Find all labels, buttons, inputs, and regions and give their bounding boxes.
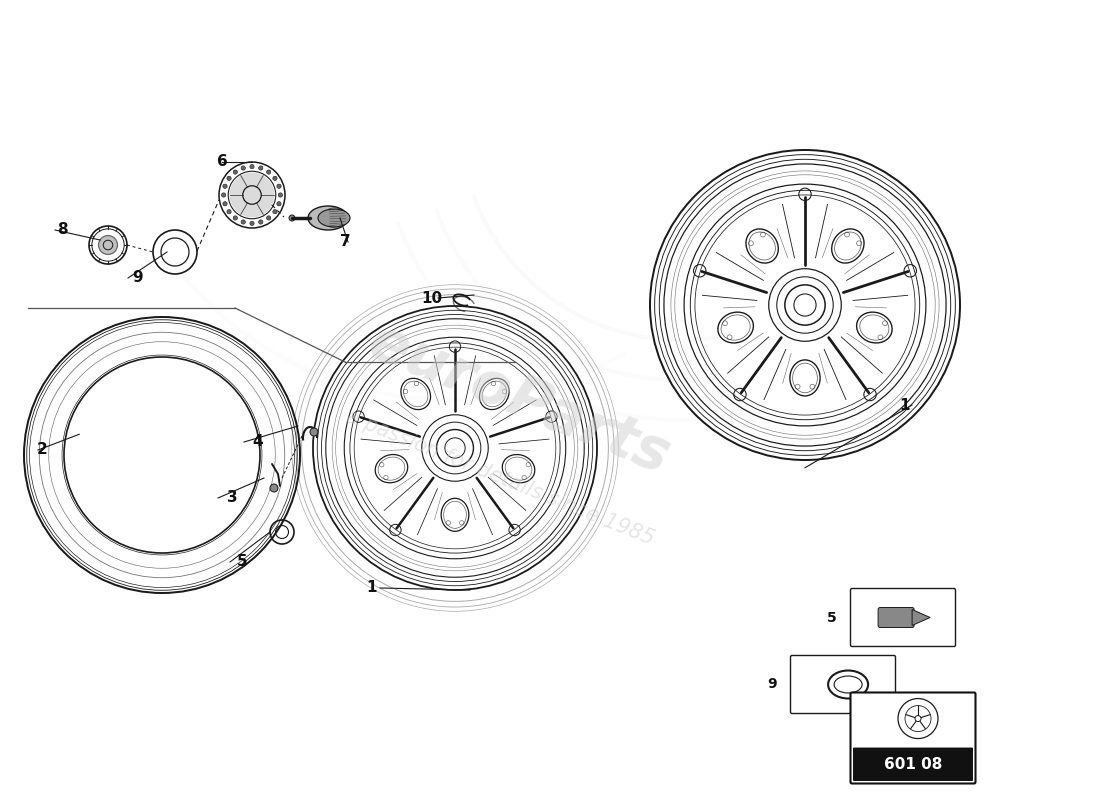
Text: 601 08: 601 08 — [883, 757, 943, 772]
Circle shape — [250, 165, 254, 169]
Circle shape — [233, 170, 238, 174]
Circle shape — [221, 193, 226, 197]
Text: 2: 2 — [36, 442, 47, 458]
Circle shape — [258, 166, 263, 170]
Text: 8: 8 — [57, 222, 67, 238]
Text: 1: 1 — [900, 398, 911, 413]
Circle shape — [266, 170, 271, 174]
Circle shape — [227, 210, 231, 214]
FancyBboxPatch shape — [852, 747, 974, 781]
Circle shape — [233, 216, 238, 220]
Text: 5: 5 — [827, 610, 837, 625]
Text: 4: 4 — [253, 434, 263, 450]
Circle shape — [241, 220, 245, 224]
FancyBboxPatch shape — [878, 607, 914, 627]
Circle shape — [273, 176, 277, 181]
Text: 7: 7 — [340, 234, 350, 250]
Circle shape — [278, 193, 283, 197]
Text: a passion for details since 1985: a passion for details since 1985 — [343, 406, 657, 550]
Circle shape — [258, 220, 263, 224]
Circle shape — [289, 215, 295, 221]
Circle shape — [270, 484, 278, 492]
Circle shape — [227, 176, 231, 181]
Text: 9: 9 — [133, 270, 143, 286]
Circle shape — [223, 184, 228, 188]
FancyBboxPatch shape — [791, 655, 895, 714]
Circle shape — [277, 202, 282, 206]
Text: 3: 3 — [227, 490, 238, 506]
Text: 1: 1 — [366, 581, 377, 595]
Circle shape — [266, 216, 271, 220]
Circle shape — [250, 222, 254, 226]
Circle shape — [310, 428, 318, 436]
Circle shape — [99, 235, 118, 254]
Circle shape — [241, 166, 245, 170]
Text: 6: 6 — [217, 154, 228, 170]
Circle shape — [230, 173, 274, 218]
Ellipse shape — [308, 206, 348, 230]
Text: 10: 10 — [421, 290, 442, 306]
Text: 5: 5 — [236, 554, 248, 570]
Text: 9: 9 — [767, 678, 777, 691]
Polygon shape — [912, 610, 931, 626]
FancyBboxPatch shape — [850, 589, 956, 646]
Circle shape — [277, 184, 282, 188]
Text: euroParts: euroParts — [361, 314, 679, 486]
Circle shape — [223, 202, 228, 206]
Ellipse shape — [318, 209, 350, 227]
FancyBboxPatch shape — [850, 693, 976, 783]
Circle shape — [273, 210, 277, 214]
